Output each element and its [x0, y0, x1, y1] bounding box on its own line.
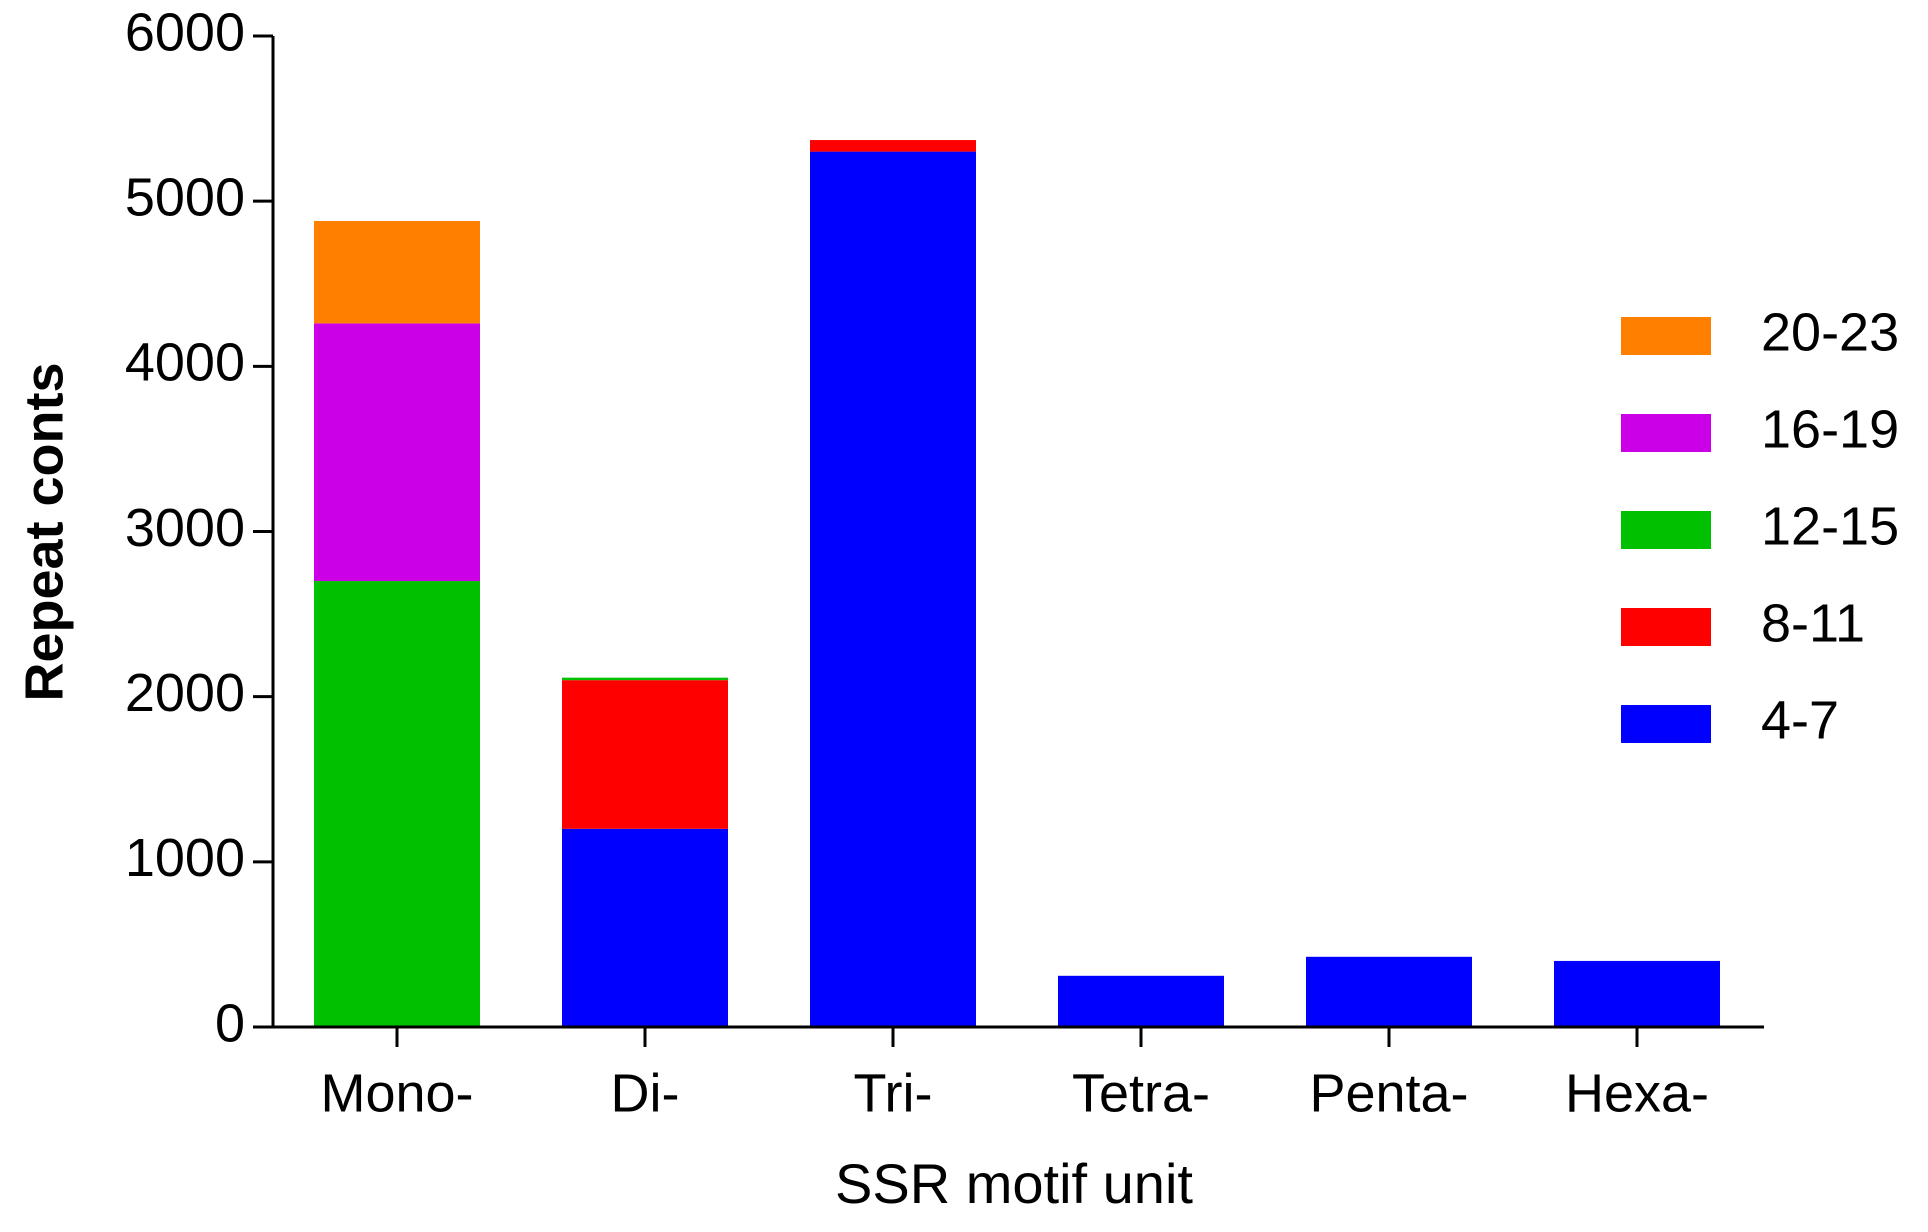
x-tick-label: Penta- — [1309, 1063, 1468, 1123]
x-tick-label: Hexa- — [1565, 1063, 1709, 1123]
bar-segment — [1554, 960, 1720, 1027]
y-tick-label: 3000 — [125, 498, 245, 558]
y-tick-label: 6000 — [125, 2, 245, 62]
x-axis-title: SSR motif unit — [835, 1152, 1193, 1215]
x-tick-label: Di- — [611, 1063, 680, 1123]
bar-segment — [562, 677, 728, 681]
legend-label: 16-19 — [1761, 399, 1899, 459]
bar-segment — [1306, 956, 1472, 1027]
bar-segment — [314, 323, 480, 582]
bar-segment — [562, 680, 728, 829]
x-tick-label: Tri- — [854, 1063, 933, 1123]
x-tick-label: Tetra- — [1072, 1063, 1210, 1123]
bar-segment — [562, 828, 728, 1027]
legend-label: 4-7 — [1761, 690, 1839, 750]
legend-label: 8-11 — [1761, 593, 1865, 653]
legend-swatch — [1621, 511, 1711, 549]
x-tick-label: Mono- — [320, 1063, 473, 1123]
y-tick-label: 2000 — [125, 663, 245, 723]
y-tick-label: 0 — [215, 993, 245, 1053]
bar-segment — [810, 151, 976, 1027]
legend-swatch — [1621, 414, 1711, 452]
bar-segment — [1058, 975, 1224, 1027]
y-tick-label: 5000 — [125, 167, 245, 227]
legend-label: 12-15 — [1761, 496, 1899, 556]
legend-swatch — [1621, 317, 1711, 355]
bar-segment — [314, 581, 480, 1027]
y-tick-label: 1000 — [125, 828, 245, 888]
y-axis-title: Repeat conts — [14, 362, 74, 701]
legend-swatch — [1621, 705, 1711, 743]
y-tick-label: 4000 — [125, 333, 245, 393]
legend-swatch — [1621, 608, 1711, 646]
bar-segment — [314, 220, 480, 324]
bar-segment — [810, 140, 976, 152]
legend-label: 20-23 — [1761, 302, 1899, 362]
